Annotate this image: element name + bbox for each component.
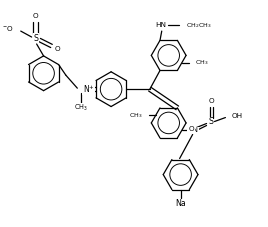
Text: OH: OH (231, 113, 243, 118)
Text: CH$_{3}$: CH$_{3}$ (129, 111, 143, 120)
Text: S: S (33, 34, 38, 42)
Text: CH$_{3}$: CH$_{3}$ (74, 103, 88, 113)
Text: HN: HN (187, 127, 198, 133)
Text: S: S (208, 117, 213, 126)
Text: CH$_{2}$CH$_{3}$: CH$_{2}$CH$_{3}$ (185, 21, 211, 30)
Text: $^{-}$O: $^{-}$O (2, 24, 14, 33)
Text: CH$_{3}$: CH$_{3}$ (195, 59, 208, 67)
Text: O: O (209, 98, 214, 104)
Text: O: O (33, 13, 38, 19)
Text: Na: Na (175, 199, 186, 208)
Text: O: O (55, 46, 60, 52)
Text: HN: HN (155, 22, 166, 28)
Text: O: O (189, 126, 195, 133)
Text: N$^{+}$: N$^{+}$ (83, 83, 95, 94)
